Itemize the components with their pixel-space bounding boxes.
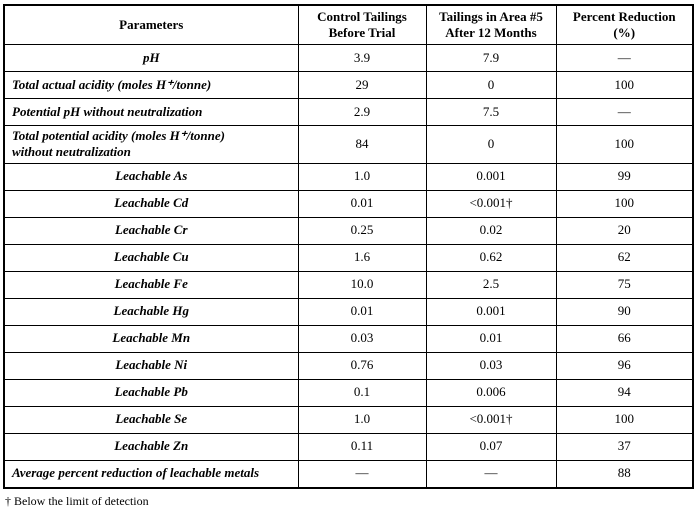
value-cell: 0.01 bbox=[425, 324, 557, 353]
value-cell: 7.9 bbox=[425, 44, 557, 72]
value-cell: — bbox=[425, 459, 557, 488]
value-cell: 88 bbox=[555, 459, 694, 488]
value-cell: 0.76 bbox=[297, 351, 427, 380]
table-row: Leachable Cu 1.6 0.62 62 bbox=[3, 243, 694, 272]
value-cell: 0.02 bbox=[425, 216, 557, 245]
value-cell: 7.5 bbox=[425, 98, 557, 126]
table-row: Leachable Ni 0.76 0.03 96 bbox=[3, 351, 694, 380]
param-cell: Leachable Pb bbox=[3, 378, 299, 407]
table-row: Potential pH without neutralization 2.9 … bbox=[3, 98, 694, 126]
header-tailings-area5: Tailings in Area #5 After 12 Months bbox=[425, 4, 557, 45]
param-cell: Total potential acidity (moles H⁺/tonne)… bbox=[3, 125, 299, 164]
value-cell: 2.9 bbox=[297, 98, 427, 126]
param-cell: Leachable Hg bbox=[3, 297, 299, 326]
value-cell: 10.0 bbox=[297, 270, 427, 299]
value-cell: 20 bbox=[555, 216, 694, 245]
value-cell: 90 bbox=[555, 297, 694, 326]
table-row: Leachable Cd 0.01 <0.001† 100 bbox=[3, 189, 694, 218]
param-cell: Leachable Zn bbox=[3, 432, 299, 461]
value-cell: 0 bbox=[425, 71, 557, 99]
value-cell: 0 bbox=[425, 125, 557, 164]
value-cell: 0.03 bbox=[425, 351, 557, 380]
value-cell: 1.0 bbox=[297, 162, 427, 191]
value-cell: 94 bbox=[555, 378, 694, 407]
value-cell: 3.9 bbox=[297, 44, 427, 72]
value-cell: 100 bbox=[555, 405, 694, 434]
value-cell: 37 bbox=[555, 432, 694, 461]
value-cell: <0.001† bbox=[425, 405, 557, 434]
value-cell: 0.1 bbox=[297, 378, 427, 407]
table-header-row: Parameters Control Tailings Before Trial… bbox=[3, 4, 694, 45]
parameters-table: Parameters Control Tailings Before Trial… bbox=[3, 4, 694, 489]
table-row: Leachable Zn 0.11 0.07 37 bbox=[3, 432, 694, 461]
param-cell: Total actual acidity (moles H⁺/tonne) bbox=[3, 71, 299, 99]
value-cell: 96 bbox=[555, 351, 694, 380]
value-cell: 0.001 bbox=[425, 297, 557, 326]
value-cell: 84 bbox=[297, 125, 427, 164]
value-cell: 29 bbox=[297, 71, 427, 99]
value-cell: 0.001 bbox=[425, 162, 557, 191]
table-row: Total actual acidity (moles H⁺/tonne) 29… bbox=[3, 71, 694, 99]
table-row: Leachable Mn 0.03 0.01 66 bbox=[3, 324, 694, 353]
value-cell: <0.001† bbox=[425, 189, 557, 218]
header-control-tailings: Control Tailings Before Trial bbox=[297, 4, 427, 45]
value-cell: — bbox=[297, 459, 427, 488]
value-cell: 0.11 bbox=[297, 432, 427, 461]
table-row: Leachable As 1.0 0.001 99 bbox=[3, 162, 694, 191]
value-cell: 0.07 bbox=[425, 432, 557, 461]
param-cell: Leachable Cr bbox=[3, 216, 299, 245]
value-cell: 75 bbox=[555, 270, 694, 299]
value-cell: 66 bbox=[555, 324, 694, 353]
table-row: Leachable Fe 10.0 2.5 75 bbox=[3, 270, 694, 299]
value-cell: 0.01 bbox=[297, 189, 427, 218]
document-page: Parameters Control Tailings Before Trial… bbox=[3, 4, 694, 508]
param-cell: Leachable Fe bbox=[3, 270, 299, 299]
value-cell: 0.01 bbox=[297, 297, 427, 326]
value-cell: 0.62 bbox=[425, 243, 557, 272]
value-cell: — bbox=[555, 44, 694, 72]
value-cell: — bbox=[555, 98, 694, 126]
value-cell: 99 bbox=[555, 162, 694, 191]
table-row: Leachable Se 1.0 <0.001† 100 bbox=[3, 405, 694, 434]
param-cell: Leachable As bbox=[3, 162, 299, 191]
param-cell: Average percent reduction of leachable m… bbox=[3, 459, 299, 488]
header-percent-reduction: Percent Reduction (%) bbox=[555, 4, 694, 45]
table-row: Total potential acidity (moles H⁺/tonne)… bbox=[3, 125, 694, 164]
value-cell: 100 bbox=[555, 71, 694, 99]
value-cell: 62 bbox=[555, 243, 694, 272]
header-parameters: Parameters bbox=[3, 4, 299, 45]
param-cell: Potential pH without neutralization bbox=[3, 98, 299, 126]
value-cell: 0.25 bbox=[297, 216, 427, 245]
param-cell: pH bbox=[3, 44, 299, 72]
param-cell: Leachable Cd bbox=[3, 189, 299, 218]
param-cell: Leachable Cu bbox=[3, 243, 299, 272]
value-cell: 100 bbox=[555, 189, 694, 218]
param-cell: Leachable Se bbox=[3, 405, 299, 434]
param-cell: Leachable Mn bbox=[3, 324, 299, 353]
value-cell: 2.5 bbox=[425, 270, 557, 299]
param-cell: Leachable Ni bbox=[3, 351, 299, 380]
table-row: Average percent reduction of leachable m… bbox=[3, 459, 694, 488]
value-cell: 1.6 bbox=[297, 243, 427, 272]
table-row: Leachable Cr 0.25 0.02 20 bbox=[3, 216, 694, 245]
table-row: Leachable Pb 0.1 0.006 94 bbox=[3, 378, 694, 407]
footnote: † Below the limit of detection bbox=[5, 493, 149, 508]
value-cell: 0.03 bbox=[297, 324, 427, 353]
table-row: pH 3.9 7.9 — bbox=[3, 44, 694, 72]
table-row: Leachable Hg 0.01 0.001 90 bbox=[3, 297, 694, 326]
value-cell: 1.0 bbox=[297, 405, 427, 434]
value-cell: 0.006 bbox=[425, 378, 557, 407]
value-cell: 100 bbox=[555, 125, 694, 164]
